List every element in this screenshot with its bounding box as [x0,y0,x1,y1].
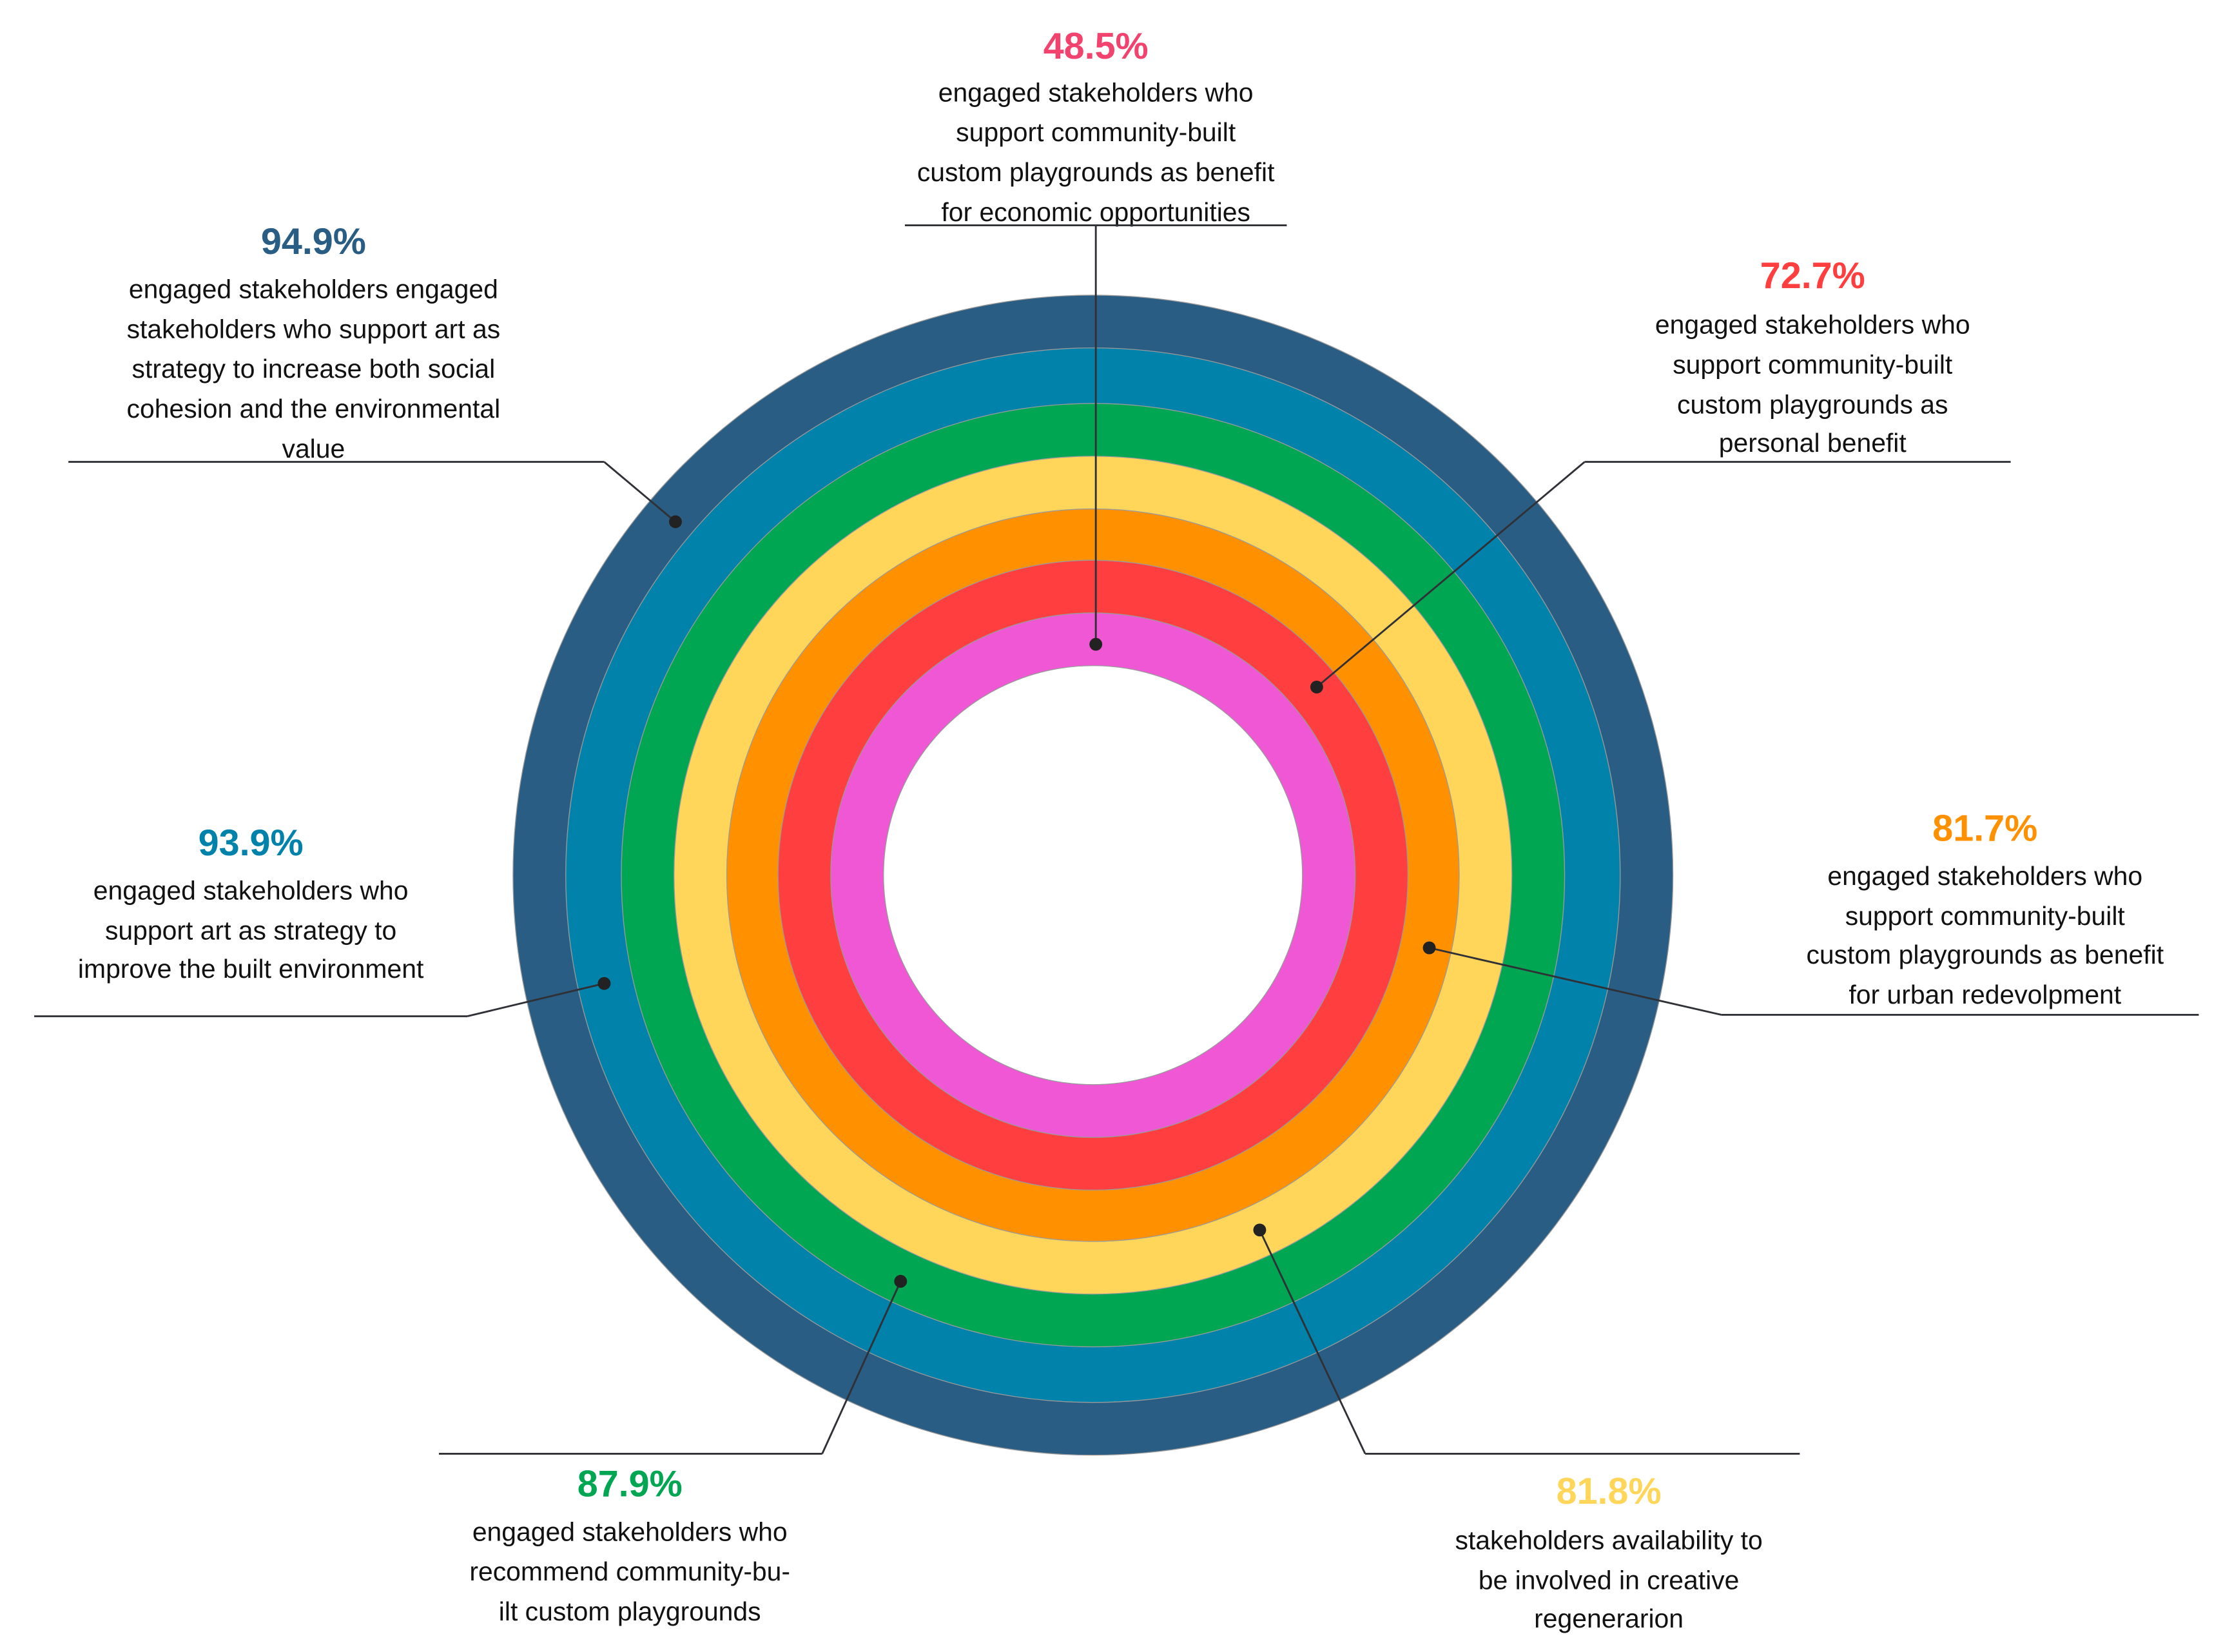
leader-dot [1089,637,1103,651]
rings [512,295,1674,1456]
leader-line [1429,947,1722,1016]
description-line: support community-built [956,117,1236,147]
description-line: engaged stakeholders who [93,875,409,905]
description-line: personal benefit [1719,428,1907,458]
description-line: for economic opportunities [941,197,1250,227]
value-label: 94.9% [261,221,366,262]
leader-line [467,982,605,1018]
description-line: for urban redevolpment [1849,980,2121,1009]
leader-line [603,461,676,523]
description-line: engaged stakeholders who [1655,310,1970,340]
description-line: improve the built environment [78,954,424,984]
description-line: be involved in creative [1479,1565,1740,1595]
description-line: engaged stakeholders engaged [129,274,498,304]
leader-dot [1422,941,1436,955]
description-line: support community-built [1673,350,1953,380]
leader-line [1259,1229,1366,1455]
leader-dot [1310,680,1323,694]
callout-81.7%: 81.7% engaged stakeholders who support com… [1422,808,2199,1016]
description-line: engaged stakeholders who [938,77,1254,107]
value-label: 81.8% [1557,1471,1662,1512]
value-label: 93.9% [199,822,304,864]
value-label: 48.5% [1044,26,1149,67]
description-line: engaged stakeholders who [1827,861,2142,891]
description-line: support community-built [1845,901,2126,931]
callout-72.7%: 72.7% engaged stakeholders who support com… [1310,255,2011,694]
callout-94.9%: 94.9% engaged stakeholders engaged stakeho… [68,221,682,529]
description-line: cohesion and the environmental [127,394,501,423]
callout-81.8%: 81.8% stakeholders availability to be invo… [1253,1223,1800,1633]
callout-87.9%: 87.9% engaged stakeholders who recommend c… [438,1274,908,1626]
description-line: value [282,434,345,463]
description-line: support art as strategy to [105,915,396,945]
description-line: custom playgrounds as benefit [1806,940,2164,969]
description-line: ilt custom playgrounds [499,1597,761,1626]
leader-dot [1253,1223,1267,1237]
ring-center-hole [883,665,1303,1085]
leader-line [1315,461,1586,688]
labels: 94.9% engaged stakeholders engaged stakeho… [34,26,2199,1633]
leader-dot [669,515,682,529]
leader-dot [597,977,611,990]
description-line: recommend community-bu- [469,1557,790,1586]
description-line: engaged stakeholders who [472,1517,788,1546]
description-line: regenerarion [1534,1604,1684,1633]
value-label: 72.7% [1760,255,1865,296]
description-line: stakeholders who support art as [127,314,501,344]
leader-line [821,1281,902,1454]
leader-dot [894,1274,908,1288]
value-label: 87.9% [578,1464,683,1505]
description-line: custom playgrounds as benefit [917,157,1275,187]
description-line: custom playgrounds as [1677,389,1948,419]
description-line: stakeholders availability to [1455,1526,1762,1555]
description-line: strategy to increase both social [132,354,496,384]
callout-93.9%: 93.9% engaged stakeholders who support art… [34,822,611,1018]
callout-48.5%: 48.5% engaged stakeholders who support com… [904,26,1287,651]
value-label: 81.7% [1932,808,2037,850]
